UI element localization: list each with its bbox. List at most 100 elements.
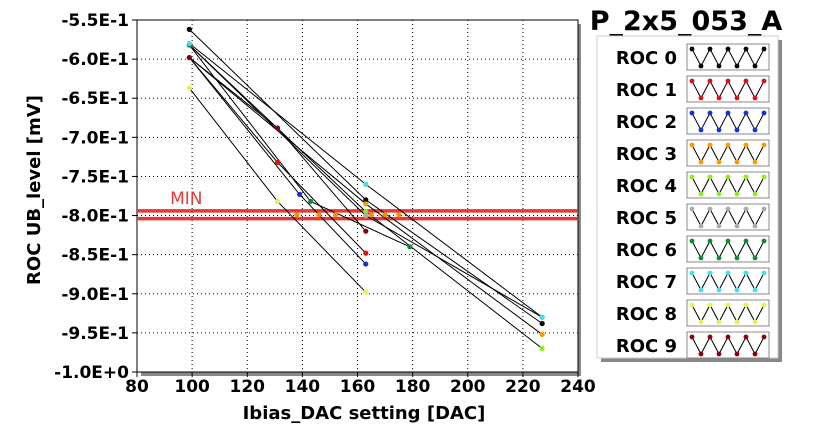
data-point-roc-5 xyxy=(363,212,369,219)
legend-marker-roc-1 xyxy=(698,95,704,101)
data-point-roc-3 xyxy=(363,201,369,207)
data-point-roc-0 xyxy=(186,26,192,32)
legend-marker-roc-0 xyxy=(752,63,758,69)
y-tick-label: -6.5E-1 xyxy=(61,89,129,109)
legend-marker-roc-6 xyxy=(716,255,722,261)
legend-marker-roc-9 xyxy=(716,351,722,357)
data-point-roc-2 xyxy=(297,191,303,198)
x-tick-label: 120 xyxy=(230,377,266,397)
threshold-marker xyxy=(294,212,300,218)
legend-marker-roc-8 xyxy=(716,319,722,325)
legend-marker-roc-3 xyxy=(761,142,767,148)
data-point-roc-1 xyxy=(363,250,369,256)
legend-marker-roc-1 xyxy=(716,95,722,101)
x-tick-label: 240 xyxy=(560,377,596,397)
markers-layer xyxy=(186,26,545,352)
legend-label-roc-2: ROC 2 xyxy=(616,112,677,133)
legend-marker-roc-0 xyxy=(689,46,695,52)
legend-marker-roc-8 xyxy=(725,302,731,308)
legend-marker-roc-2 xyxy=(707,110,713,116)
legend-marker-roc-4 xyxy=(761,174,767,180)
legend-marker-roc-8 xyxy=(761,302,767,308)
legend-marker-roc-2 xyxy=(698,127,704,133)
x-tick-label: 160 xyxy=(340,377,376,397)
legend-marker-roc-1 xyxy=(761,78,767,84)
legend-marker-roc-2 xyxy=(716,127,722,133)
legend-marker-roc-0 xyxy=(743,46,749,52)
data-point-roc-0 xyxy=(539,320,545,327)
legend-marker-roc-8 xyxy=(752,319,758,325)
legend-marker-roc-9 xyxy=(707,334,713,340)
legend-marker-roc-5 xyxy=(752,223,758,229)
y-tick-label: -8.0E-1 xyxy=(61,207,129,227)
legend-marker-roc-4 xyxy=(689,174,695,180)
legend-marker-roc-4 xyxy=(752,191,758,197)
x-tick-label: 200 xyxy=(450,377,486,397)
legend-label-roc-0: ROC 0 xyxy=(616,48,677,69)
y-tick-label: -7.0E-1 xyxy=(61,128,129,148)
legend-marker-roc-2 xyxy=(752,127,758,133)
data-point-roc-4 xyxy=(363,209,369,215)
legend-marker-roc-1 xyxy=(689,78,695,84)
legend-marker-roc-3 xyxy=(698,159,704,165)
legend-label-roc-3: ROC 3 xyxy=(616,144,677,165)
legend-marker-roc-3 xyxy=(734,159,740,165)
legend-marker-roc-7 xyxy=(761,270,767,276)
x-tick-label: 100 xyxy=(174,377,210,397)
legend-marker-roc-7 xyxy=(698,287,704,293)
legend-marker-roc-3 xyxy=(725,142,731,148)
legend-marker-roc-0 xyxy=(761,46,767,52)
legend-marker-roc-8 xyxy=(743,302,749,308)
legend-marker-roc-7 xyxy=(689,270,695,276)
legend-marker-roc-1 xyxy=(725,78,731,84)
data-point-roc-9 xyxy=(186,54,192,61)
legend-marker-roc-5 xyxy=(698,223,704,229)
legend-marker-roc-5 xyxy=(734,223,740,229)
legend-marker-roc-8 xyxy=(734,319,740,325)
data-point-roc-7 xyxy=(186,40,192,47)
tick-labels: 80 100 120 140 160 180 200 220 240 -5.5E-1 -6.0E-1… xyxy=(54,11,596,397)
legend-label-roc-7: ROC 7 xyxy=(616,272,677,293)
legend-marker-roc-1 xyxy=(743,78,749,84)
x-tick-label: 220 xyxy=(505,377,541,397)
legend-marker-roc-5 xyxy=(689,206,695,212)
data-point-roc-1 xyxy=(274,159,281,165)
data-point-roc-4 xyxy=(539,345,545,352)
legend-marker-roc-9 xyxy=(761,334,767,340)
legend-label-roc-9: ROC 9 xyxy=(616,336,677,357)
data-point-roc-8 xyxy=(274,198,281,205)
x-tick-label: 80 xyxy=(125,377,149,397)
legend-label-roc-8: ROC 8 xyxy=(616,304,677,325)
legend-marker-roc-6 xyxy=(752,255,758,261)
legend-marker-roc-0 xyxy=(725,46,731,52)
data-point-roc-9 xyxy=(363,228,369,234)
legend-marker-roc-4 xyxy=(698,191,704,197)
legend-marker-roc-5 xyxy=(743,206,749,212)
legend-marker-roc-0 xyxy=(707,46,713,52)
data-point-roc-0 xyxy=(363,197,369,203)
legend-marker-roc-0 xyxy=(734,63,740,69)
legend-marker-roc-9 xyxy=(725,334,731,340)
legend-marker-roc-2 xyxy=(761,110,767,116)
legend-label-roc-5: ROC 5 xyxy=(616,208,677,229)
x-tick-label: 180 xyxy=(395,377,431,397)
legend-marker-roc-5 xyxy=(761,206,767,212)
threshold-marker xyxy=(316,212,322,218)
legend-label-roc-1: ROC 1 xyxy=(616,80,677,101)
legend-marker-roc-7 xyxy=(734,287,740,293)
legend-marker-roc-5 xyxy=(716,223,722,229)
legend-marker-roc-5 xyxy=(725,206,731,212)
legend-marker-roc-7 xyxy=(752,287,758,293)
y-axis-label: ROC UB_level [mV] xyxy=(24,95,45,285)
data-point-roc-6 xyxy=(308,198,314,205)
legend-marker-roc-2 xyxy=(725,110,731,116)
threshold-marker xyxy=(396,212,402,218)
data-point-roc-7 xyxy=(363,181,369,187)
data-point-roc-8 xyxy=(186,85,192,91)
data-point-roc-2 xyxy=(363,261,369,267)
legend-marker-roc-6 xyxy=(734,255,740,261)
legend-marker-roc-4 xyxy=(734,191,740,197)
legend-marker-roc-0 xyxy=(698,63,704,69)
legend-marker-roc-3 xyxy=(716,159,722,165)
